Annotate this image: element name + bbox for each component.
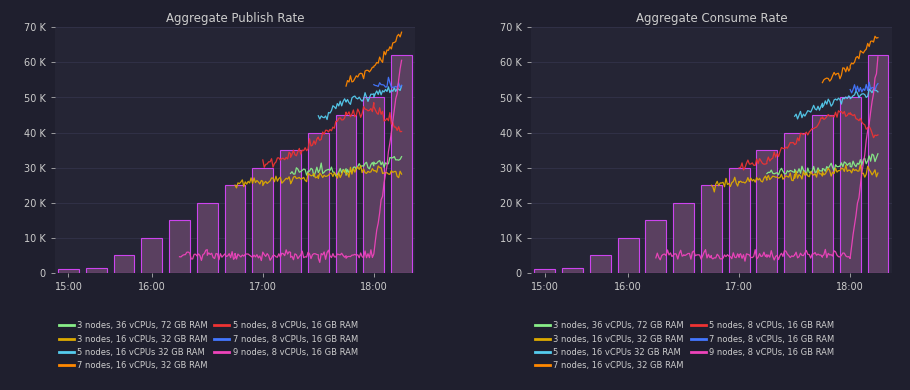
Bar <box>590 255 611 273</box>
Legend: 3 nodes, 36 vCPUs, 72 GB RAM, 3 nodes, 16 vCPUs, 32 GB RAM, 5 nodes, 16 vCPUs 32: 3 nodes, 36 vCPUs, 72 GB RAM, 3 nodes, 1… <box>535 321 834 370</box>
Bar <box>673 203 694 273</box>
Bar <box>363 98 384 273</box>
Bar <box>114 255 135 273</box>
Bar <box>280 150 301 273</box>
Bar <box>86 268 106 273</box>
Bar <box>391 55 412 273</box>
Bar <box>58 269 79 273</box>
Bar <box>729 168 750 273</box>
Bar <box>867 55 888 273</box>
Bar <box>840 98 861 273</box>
Bar <box>534 269 555 273</box>
Bar <box>141 238 162 273</box>
Bar <box>169 220 190 273</box>
Legend: 3 nodes, 36 vCPUs, 72 GB RAM, 3 nodes, 16 vCPUs, 32 GB RAM, 5 nodes, 16 vCPUs 32: 3 nodes, 36 vCPUs, 72 GB RAM, 3 nodes, 1… <box>59 321 358 370</box>
Bar <box>701 185 722 273</box>
Bar <box>618 238 639 273</box>
Bar <box>756 150 777 273</box>
Title: Aggregate Publish Rate: Aggregate Publish Rate <box>166 12 304 25</box>
Bar <box>784 133 805 273</box>
Bar <box>336 115 357 273</box>
Bar <box>308 133 329 273</box>
Bar <box>562 268 583 273</box>
Bar <box>197 203 217 273</box>
Bar <box>252 168 273 273</box>
Bar <box>812 115 833 273</box>
Bar <box>645 220 666 273</box>
Title: Aggregate Consume Rate: Aggregate Consume Rate <box>635 12 787 25</box>
Bar <box>225 185 246 273</box>
